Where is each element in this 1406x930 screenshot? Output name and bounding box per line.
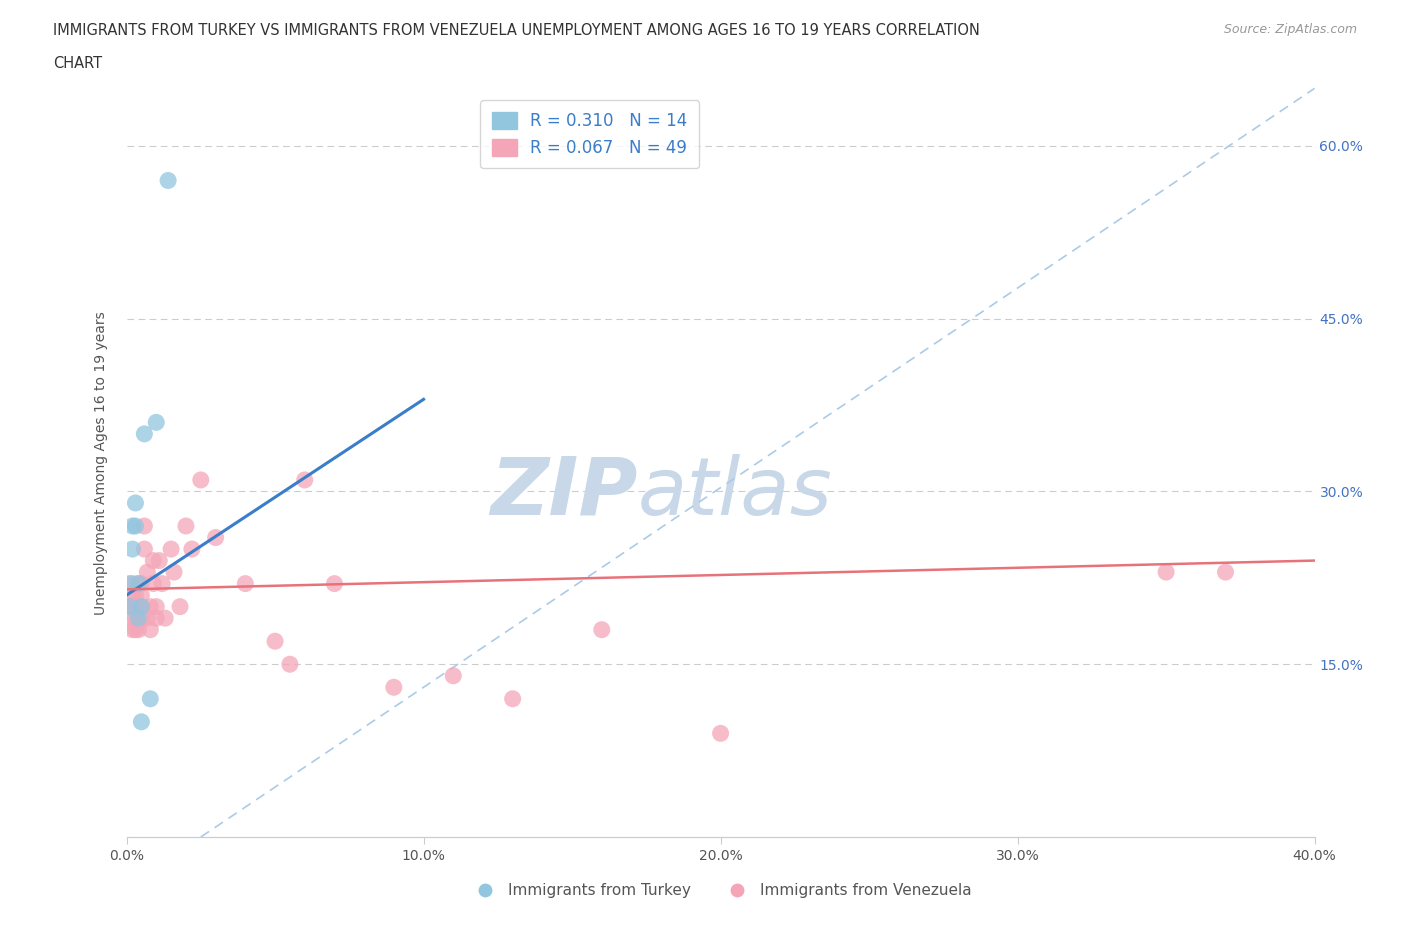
Immigrants from Venezuela bbox=[131, 577, 153, 591]
Immigrants from Venezuela bbox=[233, 577, 256, 591]
Immigrants from Venezuela bbox=[131, 599, 153, 614]
Immigrants from Venezuela bbox=[1215, 565, 1237, 579]
Immigrants from Venezuela bbox=[134, 541, 156, 556]
Text: CHART: CHART bbox=[53, 56, 103, 71]
Immigrants from Venezuela bbox=[131, 588, 153, 603]
Immigrants from Venezuela bbox=[190, 472, 212, 487]
Text: ZIP: ZIP bbox=[491, 454, 637, 532]
Text: Source: ZipAtlas.com: Source: ZipAtlas.com bbox=[1223, 23, 1357, 36]
Immigrants from Turkey bbox=[157, 173, 180, 188]
Immigrants from Venezuela bbox=[591, 622, 613, 637]
Immigrants from Venezuela bbox=[323, 577, 346, 591]
Immigrants from Venezuela bbox=[145, 599, 167, 614]
Immigrants from Turkey bbox=[127, 611, 149, 626]
Immigrants from Venezuela bbox=[382, 680, 405, 695]
Immigrants from Venezuela bbox=[142, 553, 165, 568]
Immigrants from Venezuela bbox=[169, 599, 191, 614]
Immigrants from Turkey bbox=[134, 427, 156, 442]
Immigrants from Venezuela bbox=[127, 599, 149, 614]
Immigrants from Venezuela bbox=[118, 599, 141, 614]
Immigrants from Venezuela bbox=[124, 599, 146, 614]
Immigrants from Venezuela bbox=[139, 599, 162, 614]
Immigrants from Turkey bbox=[121, 519, 143, 534]
Text: atlas: atlas bbox=[637, 454, 832, 532]
Immigrants from Turkey bbox=[121, 541, 143, 556]
Immigrants from Venezuela bbox=[294, 472, 316, 487]
Immigrants from Turkey bbox=[131, 599, 153, 614]
Immigrants from Venezuela bbox=[1154, 565, 1177, 579]
Immigrants from Venezuela bbox=[127, 577, 149, 591]
Immigrants from Venezuela bbox=[174, 519, 197, 534]
Immigrants from Venezuela bbox=[136, 611, 159, 626]
Legend: Immigrants from Turkey, Immigrants from Venezuela: Immigrants from Turkey, Immigrants from … bbox=[464, 877, 977, 904]
Immigrants from Venezuela bbox=[121, 588, 143, 603]
Immigrants from Venezuela bbox=[163, 565, 186, 579]
Immigrants from Venezuela bbox=[139, 622, 162, 637]
Immigrants from Venezuela bbox=[142, 577, 165, 591]
Immigrants from Venezuela bbox=[136, 565, 159, 579]
Immigrants from Venezuela bbox=[121, 622, 143, 637]
Immigrants from Turkey bbox=[124, 519, 146, 534]
Immigrants from Venezuela bbox=[124, 611, 146, 626]
Immigrants from Venezuela bbox=[134, 519, 156, 534]
Immigrants from Turkey bbox=[118, 577, 141, 591]
Immigrants from Venezuela bbox=[180, 541, 202, 556]
Immigrants from Venezuela bbox=[153, 611, 176, 626]
Immigrants from Venezuela bbox=[124, 588, 146, 603]
Immigrants from Turkey bbox=[124, 496, 146, 511]
Immigrants from Venezuela bbox=[148, 553, 170, 568]
Text: IMMIGRANTS FROM TURKEY VS IMMIGRANTS FROM VENEZUELA UNEMPLOYMENT AMONG AGES 16 T: IMMIGRANTS FROM TURKEY VS IMMIGRANTS FRO… bbox=[53, 23, 980, 38]
Immigrants from Venezuela bbox=[278, 657, 301, 671]
Immigrants from Venezuela bbox=[160, 541, 183, 556]
Immigrants from Turkey bbox=[118, 599, 141, 614]
Immigrants from Venezuela bbox=[121, 577, 143, 591]
Immigrants from Turkey bbox=[131, 714, 153, 729]
Immigrants from Venezuela bbox=[709, 726, 731, 741]
Immigrants from Venezuela bbox=[127, 622, 149, 637]
Y-axis label: Unemployment Among Ages 16 to 19 years: Unemployment Among Ages 16 to 19 years bbox=[94, 311, 108, 615]
Immigrants from Venezuela bbox=[204, 530, 226, 545]
Immigrants from Turkey bbox=[145, 415, 167, 430]
Immigrants from Venezuela bbox=[264, 633, 287, 648]
Immigrants from Venezuela bbox=[118, 611, 141, 626]
Immigrants from Venezuela bbox=[131, 611, 153, 626]
Immigrants from Venezuela bbox=[150, 577, 173, 591]
Immigrants from Turkey bbox=[127, 577, 149, 591]
Immigrants from Venezuela bbox=[121, 599, 143, 614]
Immigrants from Venezuela bbox=[145, 611, 167, 626]
Immigrants from Venezuela bbox=[502, 691, 524, 706]
Immigrants from Venezuela bbox=[124, 622, 146, 637]
Immigrants from Turkey bbox=[139, 691, 162, 706]
Immigrants from Venezuela bbox=[441, 669, 464, 684]
